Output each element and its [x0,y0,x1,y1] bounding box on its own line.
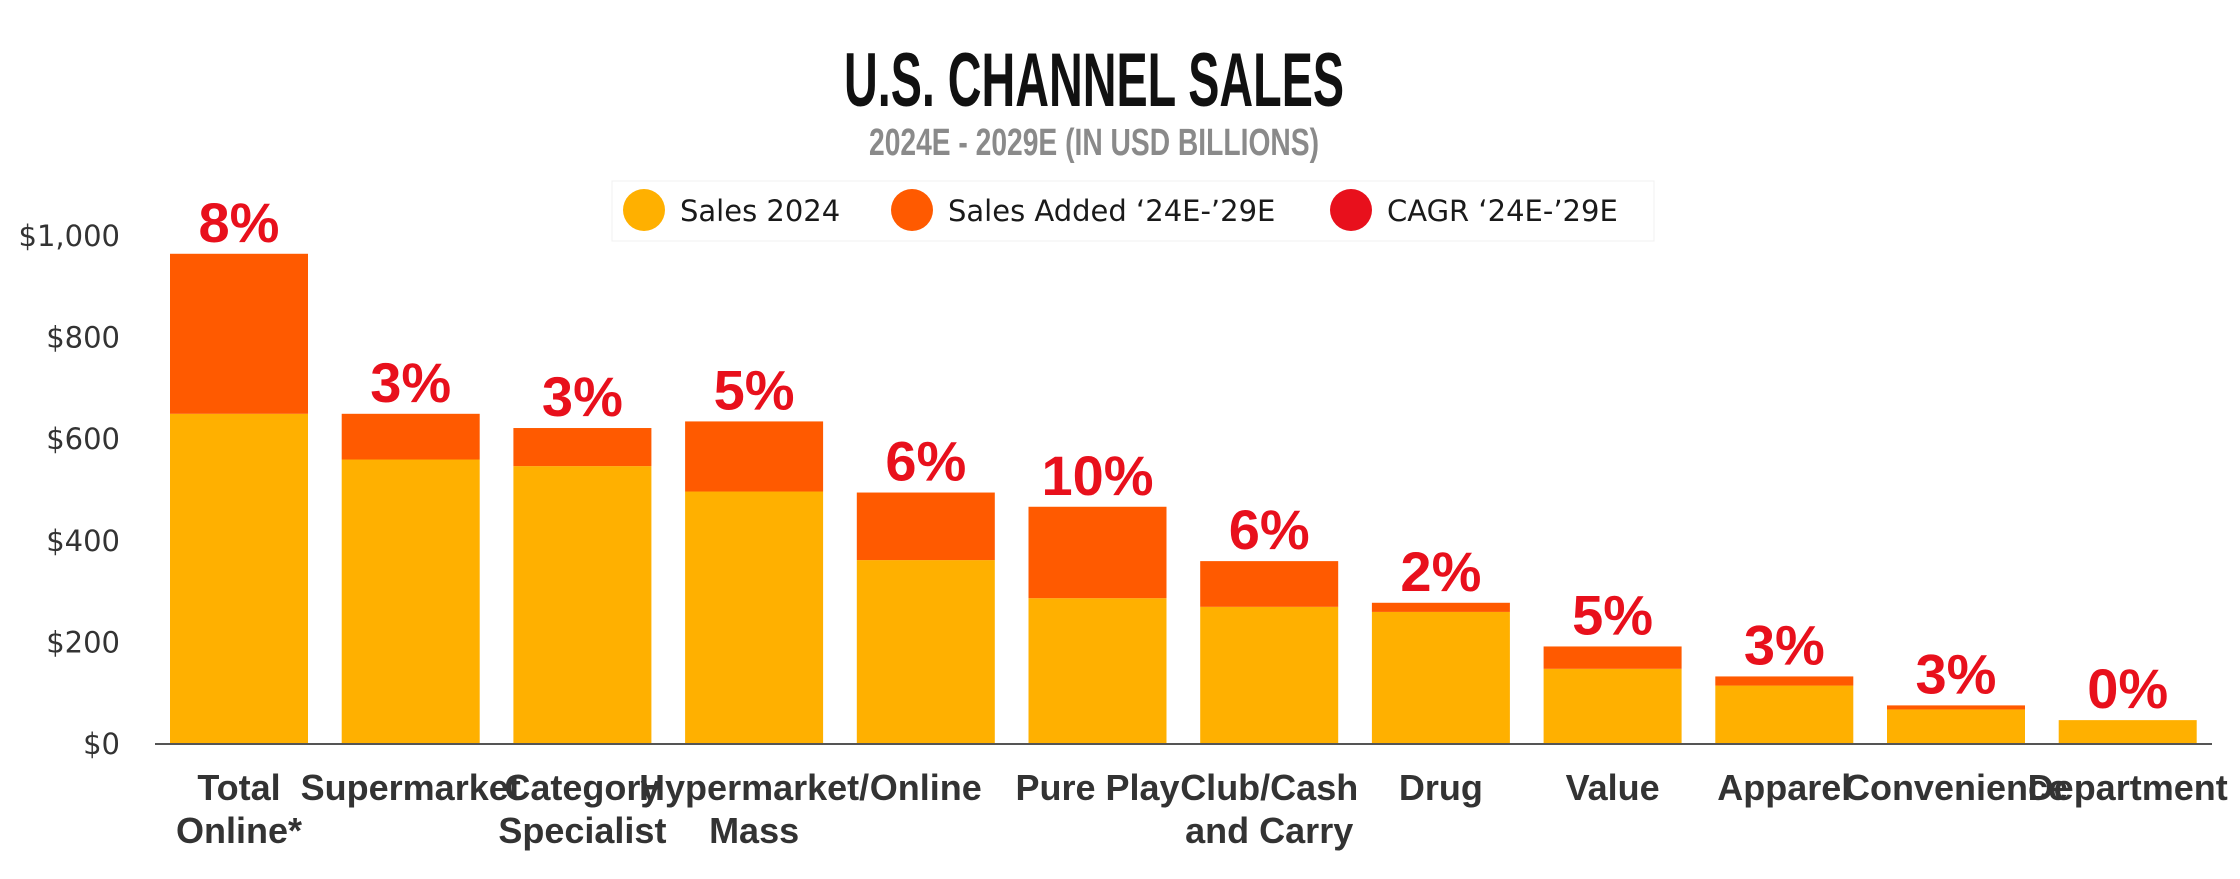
category-label: Online [870,767,982,808]
bar-sales-added [1371,602,1510,612]
bar-sales-added [513,428,652,467]
cagr-label: 6% [1229,498,1310,561]
bar-sales-2024 [685,491,824,744]
y-tick-label: $0 [83,727,120,761]
category-label: Category Specialist [498,767,666,851]
legend: Sales 2024 Sales Added ‘24E-’29E CAGR ‘24E… [611,180,1655,242]
cagr-label: 5% [714,358,795,421]
bar-sales-added [341,413,480,460]
category-label: Drug [1399,767,1483,808]
category-label: Supermarket [301,767,521,808]
cagr-label: 10% [1041,444,1153,507]
category-label: Apparel [1717,767,1851,808]
y-tick-label: $200 [46,625,120,659]
y-tick-label: $1,000 [19,219,120,253]
bar-sales-added [1028,506,1167,599]
chart-subtitle: 2024E - 2029E (IN USD BILLIONS) [869,122,1319,164]
y-tick-label: $400 [46,524,120,558]
cagr-label: 3% [1916,642,1997,705]
category-label: Value [1566,767,1660,808]
category-label: Hypermarket/Mass [639,767,869,851]
category-label: Pure Play [1015,767,1179,808]
y-tick-label: $600 [46,422,120,456]
bar-sales-added [1715,676,1854,686]
legend-swatch [623,189,665,231]
bar-sales-added [1200,561,1339,607]
legend-swatch [891,189,933,231]
legend-swatch [1330,189,1372,231]
category-label: Total Online* [176,767,302,851]
legend-label: Sales Added ‘24E-’29E [948,194,1275,228]
bar-sales-2024 [1715,685,1854,744]
cagr-label: 5% [1572,583,1653,646]
legend-label: Sales 2024 [680,194,840,228]
bar-sales-2024 [341,459,480,744]
category-label: Department [2028,767,2228,808]
cagr-label: 6% [885,430,966,493]
bar-sales-2024 [1200,606,1339,744]
cagr-label: 2% [1400,540,1481,603]
bar-sales-2024 [1543,668,1682,744]
legend-box [611,180,1655,242]
bar-sales-2024 [2058,720,2197,744]
bars [170,253,2197,744]
cagr-label: 0% [2087,657,2168,720]
legend-label: CAGR ‘24E-’29E [1387,194,1618,228]
y-axis: $0 $200 $400 $600 $800 $1,000 [19,219,120,761]
bar-sales-added [170,253,308,414]
category-label: Club/Cash and Carry [1180,767,1358,851]
bar-sales-added [856,492,995,561]
bar-sales-added [1887,705,2025,710]
cagr-label: 3% [542,365,623,428]
bar-sales-2024 [513,466,652,744]
bar-sales-2024 [1371,611,1510,744]
bar-sales-2024 [856,560,995,744]
cagr-label: 3% [370,351,451,414]
y-tick-label: $800 [46,321,120,355]
cagr-labels: 8% 3% 3% 5% 6% 10% 6% 2% 5% 3% 3% 0% [199,191,2169,720]
cagr-label: 8% [199,191,280,254]
bar-sales-added [685,421,824,492]
bar-sales-2024 [1887,709,2025,744]
category-label: Convenience [1844,767,2068,808]
bar-sales-2024 [170,413,308,744]
bar-sales-2024 [1028,598,1167,744]
chart-title: U.S. CHANNEL SALES [844,38,1344,123]
bar-sales-added [1543,646,1682,669]
cagr-label: 3% [1744,613,1825,676]
